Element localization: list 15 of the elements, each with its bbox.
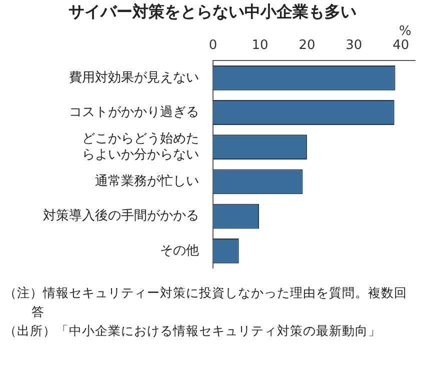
text: （出所）「中小企業における情報セキュリティ対策の最新動向」 bbox=[4, 322, 382, 340]
x-axis-title: % bbox=[399, 24, 412, 39]
y-tick-label: どこからどう始めたらよいか分からない bbox=[82, 132, 199, 162]
y-tick-label: 費用対効果が見えない bbox=[69, 69, 199, 86]
chart-title: サイバー対策をとらない中小企業も多い bbox=[68, 2, 358, 23]
x-tick-label: 20 bbox=[298, 38, 316, 54]
y-tick-label: 通常業務が忙しい bbox=[95, 174, 199, 190]
x-tick-label: 40 bbox=[392, 38, 410, 54]
y-tick-label: コストがかかり過ぎる bbox=[69, 104, 199, 120]
x-tick-label: 10 bbox=[252, 38, 268, 54]
y-tick-label: その他 bbox=[160, 243, 199, 258]
x-tick-label: 0 bbox=[208, 38, 218, 54]
y-tick-label: 対策導入後の手間がかかる bbox=[43, 208, 199, 224]
x-tick-label: 30 bbox=[346, 38, 362, 54]
text: （注）情報セキュリティー対策に投資しなかった理由を質問。複数回答 bbox=[4, 284, 408, 321]
